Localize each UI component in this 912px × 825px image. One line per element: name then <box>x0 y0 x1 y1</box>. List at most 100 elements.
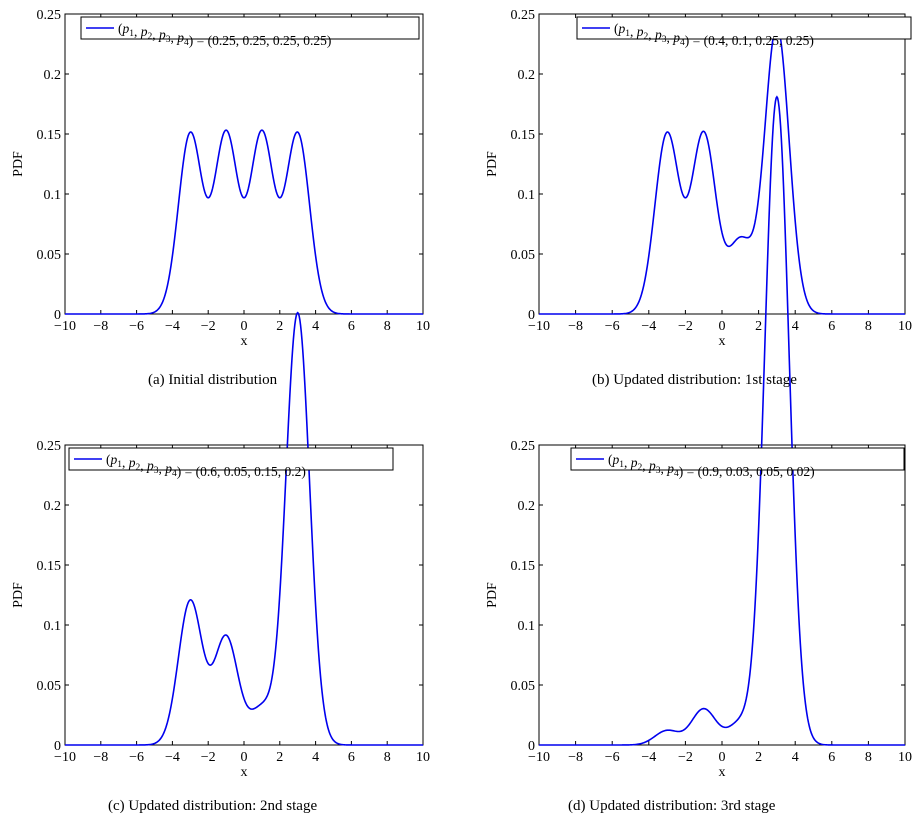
x-tick-label: −2 <box>678 319 693 334</box>
chart-panel-c: −10 −8 −6 −4 −2 0 2 4 6 8 10 0 0.05 0.1 0.15 0.2 0.25 x PD… <box>11 311 430 814</box>
x-tick-label: 0 <box>241 319 248 334</box>
caption-a: (a) Initial distribution <box>148 372 278 388</box>
y-tick-label: 0.1 <box>44 619 62 634</box>
x-tick-label: −8 <box>93 319 108 334</box>
x-tick-label: −4 <box>165 750 180 765</box>
x-tick-label: −2 <box>201 319 216 334</box>
x-tick-label: −10 <box>54 319 76 334</box>
y-tick-label: 0.05 <box>37 248 62 263</box>
y-tick-label: 0.25 <box>511 439 536 454</box>
x-tick-label: 0 <box>241 750 248 765</box>
x-tick-label: 10 <box>898 319 912 334</box>
x-axis-label: x <box>241 765 248 780</box>
x-tick-label: 2 <box>755 750 762 765</box>
x-tick-label: −2 <box>201 750 216 765</box>
x-tick-label: 10 <box>416 319 430 334</box>
y-tick-label: 0.15 <box>511 128 536 143</box>
y-tick-label: 0.2 <box>44 499 62 514</box>
series-line-a <box>65 129 423 315</box>
x-axis-label: x <box>719 765 726 780</box>
legend-box-d <box>570 447 905 471</box>
caption-b: (b) Updated distribution: 1st stage <box>592 372 797 388</box>
y-tick-label: 0.2 <box>44 68 62 83</box>
x-tick-label: 2 <box>755 319 762 334</box>
chart-c: −10 −8 −6 −4 −2 0 2 4 6 8 10 0 0.05 0.1 0.15 0.2 0.25 x PD… <box>11 311 430 780</box>
x-tick-label: 4 <box>312 750 319 765</box>
x-tick-label: −10 <box>54 750 76 765</box>
x-tick-label: 6 <box>348 750 355 765</box>
x-tick-label: −6 <box>129 750 144 765</box>
x-tick-label: 6 <box>828 319 835 334</box>
plot-frame-d <box>538 444 906 746</box>
caption-d: (d) Updated distribution: 3rd stage <box>568 798 776 814</box>
y-tick-label: 0.05 <box>37 679 62 694</box>
x-tick-label: −4 <box>165 319 180 334</box>
x-tick-label: −2 <box>678 750 693 765</box>
y-axis-label: PDF <box>11 151 26 177</box>
chart-panel-b: −10 −8 −6 −4 −2 0 2 4 6 8 10 0 0.05 0.1 0.15 0.2 0.25 x PD… <box>0 0 912 412</box>
x-tick-label: −8 <box>568 750 583 765</box>
legend-box-a <box>80 16 420 40</box>
y-tick-label: 0.15 <box>37 128 62 143</box>
x-tick-label: −8 <box>93 750 108 765</box>
y-tick-label: 0.25 <box>37 8 62 23</box>
x-tick-label: 2 <box>276 319 283 334</box>
y-tick-label: 0 <box>54 739 61 754</box>
y-tick-label: 0.25 <box>511 8 536 23</box>
y-axis-label: PDF <box>485 582 500 608</box>
x-tick-label: 0 <box>719 319 726 334</box>
legend-box-b <box>576 16 912 40</box>
y-tick-label: 0.25 <box>37 439 62 454</box>
y-axis-label: PDF <box>11 582 26 608</box>
y-tick-label: 0.15 <box>511 559 536 574</box>
y-axis-label: PDF <box>485 151 500 177</box>
y-tick-label: 0.1 <box>518 188 536 203</box>
x-tick-label: −6 <box>605 319 620 334</box>
y-tick-label: 0 <box>528 739 535 754</box>
series-line-b <box>539 24 905 315</box>
y-tick-label: 0.1 <box>518 619 536 634</box>
x-tick-label: −6 <box>129 319 144 334</box>
legend-box-c <box>68 447 394 471</box>
chart-a: −10 −8 −6 −4 −2 0 2 4 6 8 10 0 0.05 0.1 0.15 0.2 0.25 x PD… <box>11 8 430 349</box>
x-tick-label: 4 <box>792 750 799 765</box>
y-tick-label: 0.05 <box>511 679 536 694</box>
x-tick-label: 6 <box>348 319 355 334</box>
legend-label-c: (p1, p2, p3, p4) = (0.6, 0.05, 0.15, 0.2… <box>106 452 306 479</box>
y-tick-label: 0.15 <box>37 559 62 574</box>
chart-b: −10 −8 −6 −4 −2 0 2 4 6 8 10 0 0.05 0.1 0.15 0.2 0.25 x PD… <box>485 8 912 349</box>
chart-panel-a: −10 −8 −6 −4 −2 0 2 4 6 8 10 0 0.05 0.1 0.15 0.2 0.25 x PD… <box>0 0 456 412</box>
y-tick-label: 0 <box>528 308 535 323</box>
x-tick-label: 6 <box>828 750 835 765</box>
x-tick-label: 8 <box>384 750 391 765</box>
x-tick-label: 8 <box>865 750 872 765</box>
y-tick-label: 0.1 <box>44 188 62 203</box>
x-tick-label: −4 <box>641 750 656 765</box>
x-tick-label: −4 <box>641 319 656 334</box>
x-tick-label: 8 <box>865 319 872 334</box>
x-tick-label: −8 <box>568 319 583 334</box>
series-line-d <box>539 95 905 746</box>
legend-label-d: (p1, p2, p3, p4) = (0.9, 0.03, 0.05, 0.0… <box>608 452 815 479</box>
caption-c: (c) Updated distribution: 2nd stage <box>108 798 318 814</box>
x-tick-label: 10 <box>898 750 912 765</box>
x-axis-label: x <box>241 334 248 349</box>
x-tick-label: 2 <box>276 750 283 765</box>
x-axis-label: x <box>719 334 726 349</box>
y-tick-label: 0.2 <box>518 68 536 83</box>
x-tick-label: 0 <box>719 750 726 765</box>
y-tick-label: 0.2 <box>518 499 536 514</box>
x-tick-label: −10 <box>528 319 550 334</box>
x-tick-label: −6 <box>605 750 620 765</box>
legend-label-b: (p1, p2, p3, p4) = (0.4, 0.1, 0.25, 0.25… <box>614 21 814 48</box>
chart-d: −10 −8 −6 −4 −2 0 2 4 6 8 10 0 0.05 0.1 0.15 0.2 0.25 x PD… <box>485 95 912 780</box>
x-tick-label: −10 <box>528 750 550 765</box>
x-tick-label: 4 <box>792 319 799 334</box>
x-tick-label: 4 <box>312 319 319 334</box>
y-tick-label: 0.05 <box>511 248 536 263</box>
y-tick-label: 0 <box>54 308 61 323</box>
series-line-c <box>65 311 423 746</box>
x-tick-label: 8 <box>384 319 391 334</box>
x-tick-label: 10 <box>416 750 430 765</box>
